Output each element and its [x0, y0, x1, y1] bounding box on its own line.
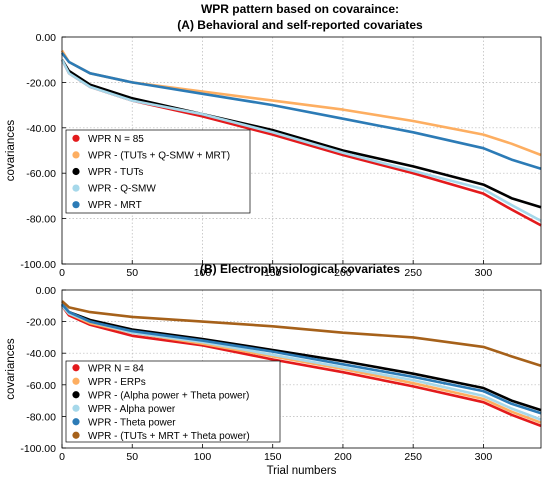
- legend-label: WPR - Theta power: [88, 417, 176, 428]
- series-line: [60, 59, 542, 223]
- legend-marker: [72, 404, 80, 412]
- y-tick-label: -60.00: [26, 168, 56, 180]
- y-tick-label: -20.00: [26, 77, 56, 89]
- x-tick-label: 0: [59, 451, 65, 463]
- series-line: [60, 59, 542, 209]
- series-line: [61, 303, 542, 415]
- legend-label: WPR - ERPs: [88, 377, 146, 388]
- legend-marker: [72, 167, 80, 176]
- legend-marker: [72, 364, 80, 372]
- y-tick-label: -80.00: [26, 214, 56, 226]
- legend-marker: [72, 134, 80, 142]
- panel-a: WPR pattern based on covaraince: (A) Beha…: [5, 2, 542, 279]
- y-tick-label: -40.00: [26, 348, 56, 360]
- legend-label: WPR - MRT: [88, 200, 142, 211]
- x-tick-label: 200: [334, 451, 352, 463]
- legend-marker: [72, 431, 80, 439]
- x-tick-label: 50: [126, 267, 138, 279]
- y-tick-label: 0.00: [36, 32, 57, 44]
- x-tick-label: 0: [59, 267, 65, 279]
- y-tick-label: -40.00: [26, 123, 56, 135]
- y-axis-label: covariances: [5, 338, 17, 400]
- panel-b: (B) Electrophysiological covariates 0 50 10…: [5, 262, 542, 477]
- legend-label: WPR - Alpha power: [88, 404, 176, 415]
- y-tick-label: -60.00: [26, 380, 56, 392]
- series-line: [60, 52, 542, 170]
- y-tick-label: 0.00: [36, 285, 57, 297]
- series-line: [60, 305, 542, 428]
- legend-marker: [72, 201, 80, 209]
- legend-marker: [72, 377, 80, 385]
- x-axis-label: Trial numbers: [267, 465, 337, 477]
- chart-title: (B) Electrophysiological covariates: [200, 262, 400, 276]
- chart-title: (A) Behavioral and self-reported covaria…: [177, 18, 423, 32]
- x-tick-label: 300: [475, 451, 493, 463]
- x-tick-label: 100: [194, 267, 212, 279]
- x-tick-label: 50: [126, 451, 138, 463]
- legend-marker: [72, 184, 80, 192]
- y-tick-label: -80.00: [26, 411, 56, 423]
- legend-label: WPR - TUTs: [88, 167, 143, 178]
- x-tick-label: 200: [334, 267, 352, 279]
- legend-label: WPR N = 84: [88, 363, 144, 374]
- legend-box: [65, 360, 281, 443]
- legend-label: WPR - (Alpha power + Theta power): [88, 390, 249, 401]
- x-tick-label: 150: [264, 267, 282, 279]
- x-tick-label: 100: [194, 451, 212, 463]
- x-tick-label: 250: [404, 267, 422, 279]
- y-tick-label: -100.00: [20, 443, 56, 455]
- plot-frame: [61, 36, 542, 265]
- series-line: [61, 300, 542, 368]
- y-tick-label: -100.00: [20, 259, 56, 271]
- x-tick-label: 300: [475, 267, 493, 279]
- legend-label: WPR - (TUTs + MRT + Theta power): [88, 431, 250, 442]
- x-tick-label: 150: [264, 451, 282, 463]
- legend-marker: [72, 418, 80, 426]
- legend-label: WPR - (TUTs + Q-SMW + MRT): [88, 150, 230, 161]
- chart-title: WPR pattern based on covaraince:: [201, 2, 399, 16]
- legend-marker: [72, 151, 80, 159]
- y-axis-label: covariances: [5, 120, 17, 182]
- y-tick-label: -20.00: [26, 317, 56, 329]
- legend-label: WPR - Q-SMW: [88, 184, 156, 195]
- legend-box: [65, 129, 251, 214]
- legend-marker: [72, 391, 80, 399]
- plot-frame: [61, 289, 542, 449]
- legend-label: WPR N = 85: [88, 134, 144, 145]
- x-tick-label: 250: [404, 451, 422, 463]
